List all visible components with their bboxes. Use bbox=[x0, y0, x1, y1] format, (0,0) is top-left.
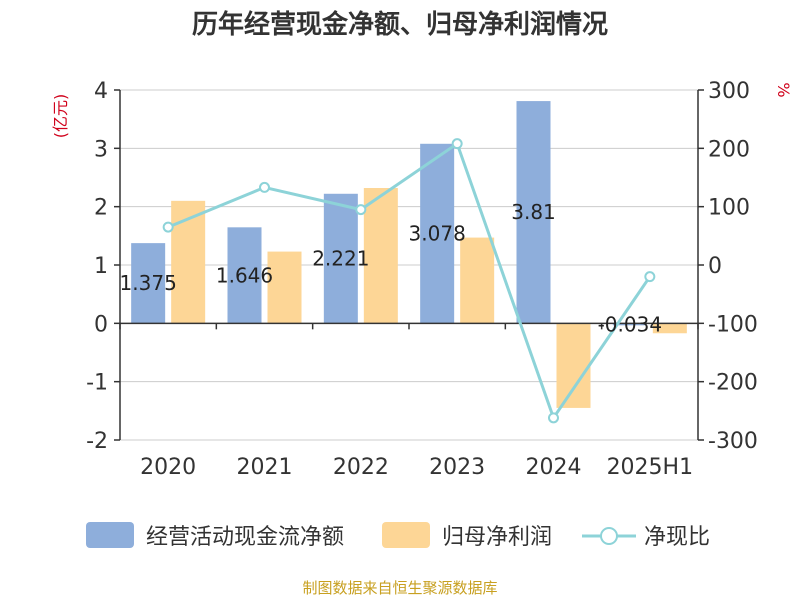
cashflow-data-label: 2.221 bbox=[312, 247, 369, 271]
right-tick-label: -100 bbox=[708, 312, 758, 337]
legend-label-net-profit: 归母净利润 bbox=[442, 525, 552, 550]
right-tick-label: 200 bbox=[708, 137, 750, 162]
right-tick-label: -300 bbox=[708, 429, 758, 454]
data-label-layer: 1.375 1.646 2.221 3.078 3.81 -0.034 bbox=[120, 200, 663, 336]
cashflow-bar bbox=[420, 143, 455, 324]
right-tick-label: 100 bbox=[708, 196, 750, 221]
x-tick-label: 2024 bbox=[526, 455, 582, 480]
right-axis-unit: % bbox=[774, 82, 793, 97]
cashflow-data-label: 3.81 bbox=[511, 200, 556, 224]
x-tick-label: 2020 bbox=[140, 455, 196, 480]
left-axis-unit: (亿元) bbox=[51, 94, 70, 139]
left-tick-label: 4 bbox=[94, 79, 108, 104]
x-tick-label: 2021 bbox=[237, 455, 293, 480]
net-profit-bar bbox=[267, 251, 302, 324]
x-tick-label: 2022 bbox=[333, 455, 389, 480]
left-tick-label: 1 bbox=[94, 254, 108, 279]
left-tick-label: -2 bbox=[86, 429, 108, 454]
legend: 经营活动现金流净额 归母净利润 净现比 bbox=[86, 522, 710, 550]
source-note: 制图数据来自恒生聚源数据库 bbox=[302, 579, 497, 597]
net-cash-ratio-point bbox=[162, 221, 174, 233]
legend-label-net-cash-ratio: 净现比 bbox=[644, 525, 710, 550]
cashflow-bar bbox=[323, 193, 358, 324]
net-profit-bar bbox=[460, 237, 495, 324]
left-tick-label: 0 bbox=[94, 312, 108, 337]
net-profit-bar bbox=[171, 200, 206, 324]
cashflow-bar bbox=[612, 323, 647, 326]
x-tick-label: 2025H1 bbox=[607, 455, 694, 480]
bar-layer bbox=[131, 101, 687, 408]
axes-layer: -2 -1 0 1 2 3 4 -300 -200 -100 0 100 200 300 2020 2021 2… bbox=[86, 79, 758, 480]
x-tick-label: 2023 bbox=[429, 455, 485, 480]
right-tick-label: 300 bbox=[708, 79, 750, 104]
cashflow-data-label: -0.034 bbox=[598, 312, 662, 336]
legend-label-cashflow: 经营活动现金流净额 bbox=[146, 525, 344, 550]
gridlines bbox=[120, 89, 698, 441]
cashflow-data-label: 3.078 bbox=[409, 222, 466, 246]
left-tick-label: -1 bbox=[86, 371, 108, 396]
legend-swatch-net-profit bbox=[382, 522, 430, 548]
right-tick-label: -200 bbox=[708, 371, 758, 396]
net-profit-bar bbox=[363, 188, 398, 324]
cashflow-bar bbox=[227, 227, 262, 324]
net-cash-ratio-line bbox=[167, 141, 652, 422]
net-cash-ratio-point bbox=[259, 181, 270, 193]
cashflow-bar bbox=[516, 101, 551, 324]
net-profit-bar bbox=[556, 323, 591, 408]
net-cash-ratio-point bbox=[644, 271, 656, 283]
right-tick-label: 0 bbox=[708, 254, 722, 279]
legend-swatch-cashflow bbox=[86, 522, 134, 548]
net-cash-ratio-point bbox=[548, 412, 559, 424]
net-cash-ratio-point bbox=[451, 138, 463, 150]
net-cash-ratio-point bbox=[355, 204, 367, 216]
left-tick-label: 3 bbox=[94, 137, 108, 162]
left-tick-label: 2 bbox=[94, 196, 108, 221]
cashflow-data-label: 1.375 bbox=[120, 271, 177, 295]
cashflow-data-label: 1.646 bbox=[216, 263, 273, 287]
legend-marker-net-cash-ratio bbox=[600, 527, 618, 545]
line-layer bbox=[162, 138, 656, 424]
net-profit-bar bbox=[652, 323, 687, 334]
cashflow-bar bbox=[131, 243, 166, 324]
chart-title: 历年经营现金净额、归母净利润情况 bbox=[192, 9, 608, 40]
